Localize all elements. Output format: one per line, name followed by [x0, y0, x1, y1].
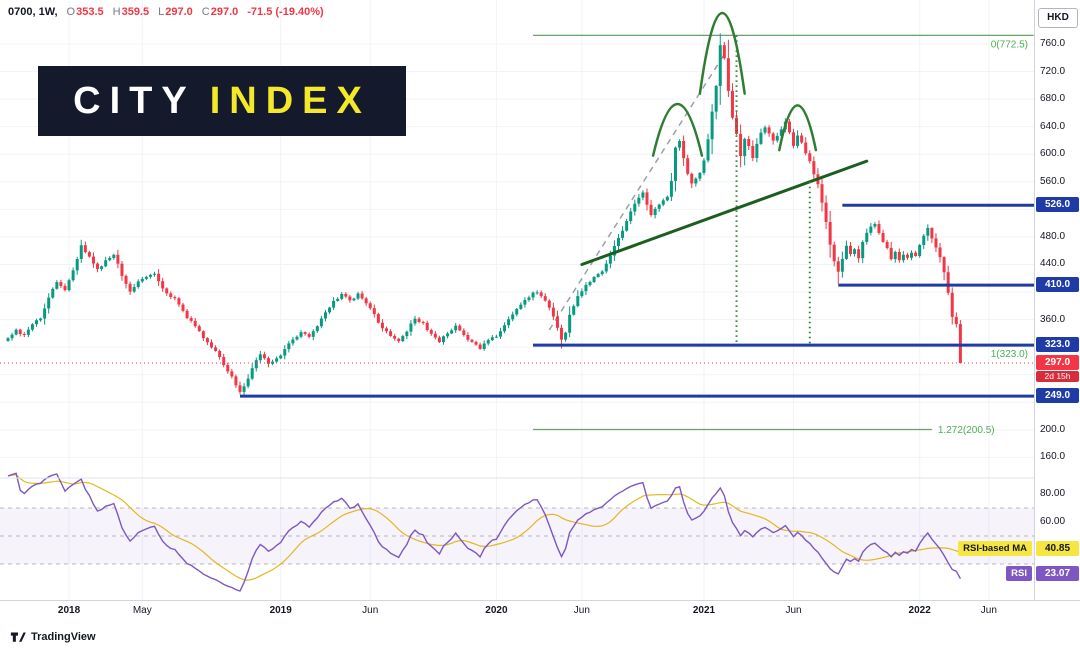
time-tick-label: 2019 [269, 605, 292, 616]
price-scale[interactable]: HKD 760.0 720.0 680.0 640.0 600.0 560.0 480.0 4… [1034, 0, 1080, 600]
rsi-tick-label: 80.00 [1040, 488, 1066, 499]
support-trendline[interactable] [580, 159, 869, 266]
tradingview-logo-icon [10, 632, 26, 642]
high-value: 359.5 [121, 6, 150, 18]
price-tick-label: 680.0 [1040, 93, 1066, 105]
gridlines [0, 0, 1034, 600]
city-index-logo: CITY INDEX [38, 66, 406, 136]
logo-text-index: INDEX [209, 79, 371, 122]
open-label: O [66, 6, 76, 18]
close-label: C [201, 6, 210, 18]
rsi-band [0, 507, 1034, 565]
time-tick-label: Jun [980, 605, 997, 616]
candles [6, 33, 962, 396]
time-tick-label: Jun [362, 605, 379, 616]
rsi-ma-value-label: 40.85 [1036, 540, 1079, 556]
price-tick-label: 640.0 [1040, 120, 1066, 132]
watermark-text: TradingView [31, 631, 96, 643]
change-value: -71.5 (-19.40%) [247, 6, 324, 18]
rsi-value-label: 23.07 [1036, 565, 1079, 581]
ohlc-low: L297.0 [158, 6, 193, 18]
head-arc[interactable] [698, 11, 746, 95]
fib-label: 0(772.5) [991, 39, 1028, 50]
price-tick-label: 560.0 [1040, 175, 1066, 187]
close-value: 297.0 [210, 6, 239, 18]
rsi-ma-line [7, 473, 961, 581]
high-label: H [112, 6, 121, 18]
time-tick-label: 2020 [485, 605, 508, 616]
price-tick-label: 160.0 [1040, 451, 1066, 463]
level-price-label: 323.0 [1036, 337, 1079, 353]
logo-text-city: CITY [73, 79, 196, 122]
ohlc-close: C297.0 [202, 6, 238, 18]
time-tick-label: Jun [573, 605, 590, 616]
tradingview-watermark[interactable]: TradingView [10, 630, 96, 644]
fib-label: 1.272(200.5) [938, 425, 995, 436]
open-value: 353.5 [76, 6, 104, 18]
time-tick-label: 2021 [692, 605, 716, 616]
last-price-label: 297.0 [1036, 355, 1079, 370]
time-tick-label: 2022 [908, 605, 931, 616]
ohlc-open: O353.5 [67, 6, 104, 18]
level-price-label: 526.0 [1036, 197, 1079, 213]
currency-button[interactable]: HKD [1038, 8, 1078, 28]
fib-retracement[interactable] [533, 34, 1034, 431]
level-price-label: 249.0 [1036, 388, 1079, 404]
rally-trendline[interactable] [548, 53, 725, 331]
time-tick-label: May [132, 605, 152, 616]
symbol-title[interactable]: 0700, 1W, [8, 6, 58, 18]
rsi-line [7, 472, 962, 592]
time-tick-label: 2018 [57, 605, 81, 616]
low-value: 297.0 [165, 6, 193, 18]
fib-label: 1(323.0) [991, 349, 1028, 360]
rsi-tick-label: 60.00 [1040, 516, 1066, 527]
price-tick-label: 200.0 [1040, 423, 1066, 435]
price-tick-label: 360.0 [1040, 313, 1066, 325]
symbol-legend: 0700, 1W, O353.5 H359.5 L297.0 C297.0 -7… [8, 6, 324, 18]
time-tick-label: Jun [785, 605, 802, 616]
price-tick-label: 600.0 [1040, 148, 1066, 160]
price-tick-label: 720.0 [1040, 65, 1066, 77]
right-shoulder-arc[interactable] [778, 104, 818, 152]
level-price-label: 410.0 [1036, 277, 1079, 293]
price-tick-label: 480.0 [1040, 230, 1066, 242]
price-tick-label: 760.0 [1040, 38, 1066, 49]
ohlc-high: H359.5 [113, 6, 149, 18]
bar-countdown-label: 2d 15h [1036, 371, 1079, 382]
time-scale[interactable]: 2018 May 2019 Jun 2020 Jun 2021 Jun 2022 Jun [0, 600, 1080, 623]
left-shoulder-arc[interactable] [651, 102, 704, 157]
price-tick-label: 440.0 [1040, 258, 1066, 270]
low-label: L [158, 6, 165, 18]
